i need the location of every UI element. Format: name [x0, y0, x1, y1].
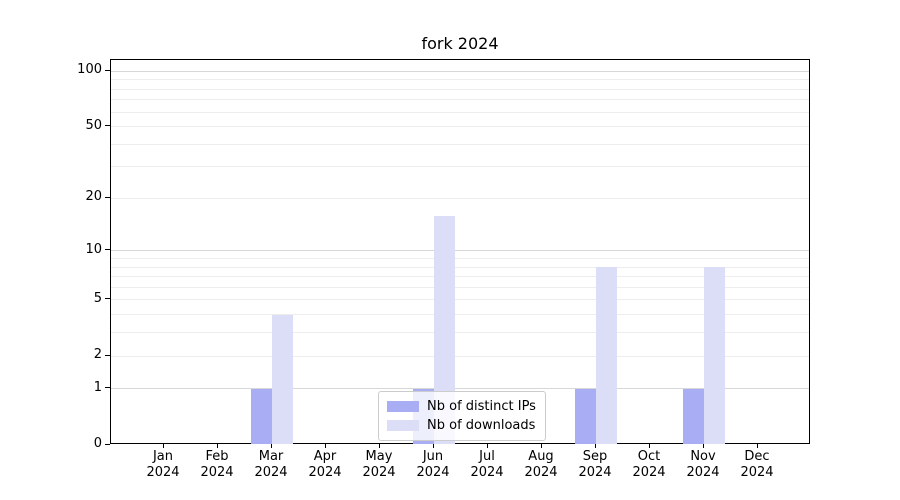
y-tick-mark-1	[105, 387, 110, 389]
x-tick-label-jan-2024: Jan 2024	[146, 449, 180, 480]
x-tick-label-mar-2024: Mar 2024	[254, 449, 288, 480]
y-tick-mark-100	[105, 69, 110, 71]
x-tick-mark-apr-2024	[325, 444, 326, 448]
x-tick-mark-jul-2024	[487, 444, 488, 448]
bar-nb-of-distinct-ips-sep-2024	[575, 388, 596, 444]
x-tick-mark-jan-2024	[163, 444, 164, 448]
y-tick-label-2: 2	[93, 347, 102, 363]
x-tick-mark-may-2024	[379, 444, 380, 448]
x-tick-mark-mar-2024	[271, 444, 272, 448]
bar-nb-of-distinct-ips-nov-2024	[683, 388, 704, 444]
x-tick-label-apr-2024: Apr 2024	[308, 449, 342, 480]
x-tick-label-aug-2024: Aug 2024	[524, 449, 558, 480]
gridline-minor-20	[111, 197, 809, 199]
y-tick-label-0: 0	[93, 436, 102, 451]
bar-nb-of-downloads-mar-2024	[272, 314, 293, 444]
y-tick-label-20: 20	[85, 189, 102, 205]
legend-item-distinct-ips: Nb of distinct IPs	[387, 397, 536, 416]
x-tick-label-jun-2024: Jun 2024	[416, 449, 450, 480]
x-tick-label-oct-2024: Oct 2024	[632, 449, 666, 480]
gridline-minor-2	[111, 355, 809, 357]
chart-title: fork 2024	[421, 34, 499, 53]
y-tick-label-50: 50	[85, 117, 102, 133]
y-tick-label-100: 100	[77, 62, 102, 78]
y-tick-mark-5	[105, 298, 110, 300]
gridline-minor-5	[111, 299, 809, 301]
x-tick-label-nov-2024: Nov 2024	[686, 449, 720, 480]
gridline-minor-60	[111, 111, 809, 113]
y-tick-mark-20	[105, 196, 110, 198]
x-tick-mark-sep-2024	[595, 444, 596, 448]
y-tick-label-5: 5	[93, 290, 102, 306]
bar-nb-of-downloads-jun-2024	[434, 215, 455, 444]
y-tick-mark-0	[105, 443, 110, 445]
y-tick-mark-2	[105, 354, 110, 356]
y-tick-label-1: 1	[93, 379, 102, 395]
gridline-minor-30	[111, 166, 809, 168]
legend-swatch-distinct-ips-icon	[387, 401, 419, 412]
gridline-minor-80	[111, 88, 809, 90]
x-tick-label-feb-2024: Feb 2024	[200, 449, 234, 480]
gridline-minor-6	[111, 286, 809, 288]
legend: Nb of distinct IPs Nb of downloads	[378, 391, 546, 441]
gridline-minor-8	[111, 266, 809, 268]
legend-item-downloads: Nb of downloads	[387, 416, 536, 435]
x-tick-mark-dec-2024	[757, 444, 758, 448]
bar-nb-of-downloads-sep-2024	[596, 267, 617, 444]
gridline-minor-40	[111, 143, 809, 145]
bar-nb-of-distinct-ips-mar-2024	[251, 388, 272, 444]
x-tick-mark-oct-2024	[649, 444, 650, 448]
x-tick-label-jul-2024: Jul 2024	[470, 449, 504, 480]
gridline-major-10	[111, 250, 809, 252]
x-tick-label-dec-2024: Dec 2024	[740, 449, 774, 480]
legend-swatch-downloads-icon	[387, 420, 419, 431]
x-tick-mark-aug-2024	[541, 444, 542, 448]
gridline-minor-70	[111, 99, 809, 101]
x-tick-mark-feb-2024	[217, 444, 218, 448]
x-tick-mark-nov-2024	[703, 444, 704, 448]
gridline-minor-9	[111, 258, 809, 259]
gridline-major-100	[111, 70, 809, 72]
gridline-major-1	[111, 388, 809, 390]
y-tick-label-10: 10	[85, 241, 102, 257]
x-tick-mark-jun-2024	[433, 444, 434, 448]
x-tick-label-sep-2024: Sep 2024	[578, 449, 612, 480]
gridline-minor-90	[111, 79, 809, 81]
legend-label-distinct-ips: Nb of distinct IPs	[427, 399, 536, 414]
y-tick-mark-10	[105, 249, 110, 251]
y-tick-mark-50	[105, 125, 110, 127]
gridline-minor-7	[111, 276, 809, 278]
gridline-minor-50	[111, 126, 809, 128]
legend-label-downloads: Nb of downloads	[427, 418, 536, 433]
gridline-minor-3	[111, 332, 809, 334]
plot-area: Nb of distinct IPs Nb of downloads	[110, 59, 810, 444]
bar-nb-of-downloads-nov-2024	[704, 267, 725, 444]
gridline-minor-4	[111, 314, 809, 316]
x-tick-label-may-2024: May 2024	[362, 449, 396, 480]
